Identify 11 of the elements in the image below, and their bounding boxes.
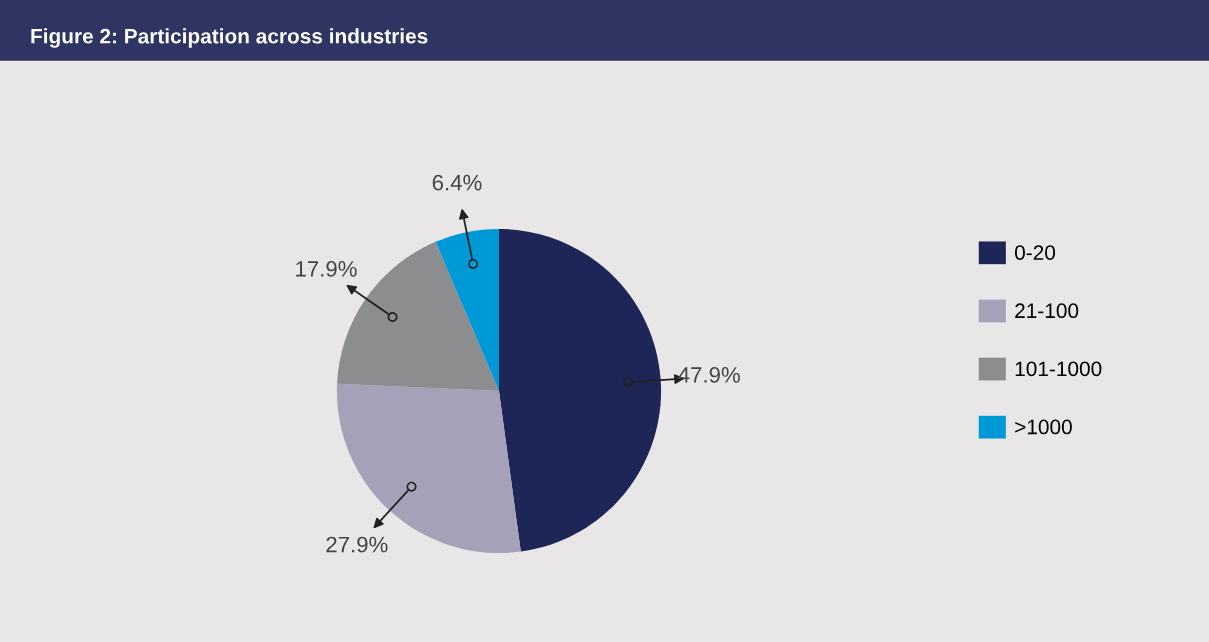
chart-title: Figure 2: Participation across industries [31, 28, 428, 48]
data-label: 6.4% [432, 174, 482, 191]
data-label: 17.9% [296, 261, 357, 277]
data-label: 47.9% [678, 367, 740, 383]
pie-slice [499, 228, 662, 552]
legend-label: 101-1000 [1015, 361, 1102, 377]
legend-label: 0-20 [1014, 245, 1056, 260]
legend-label: 21-100 [1015, 303, 1079, 319]
pie-slice [435, 228, 499, 391]
data-label: 27.9% [326, 536, 388, 553]
legend-label: >1000 [1015, 419, 1072, 435]
